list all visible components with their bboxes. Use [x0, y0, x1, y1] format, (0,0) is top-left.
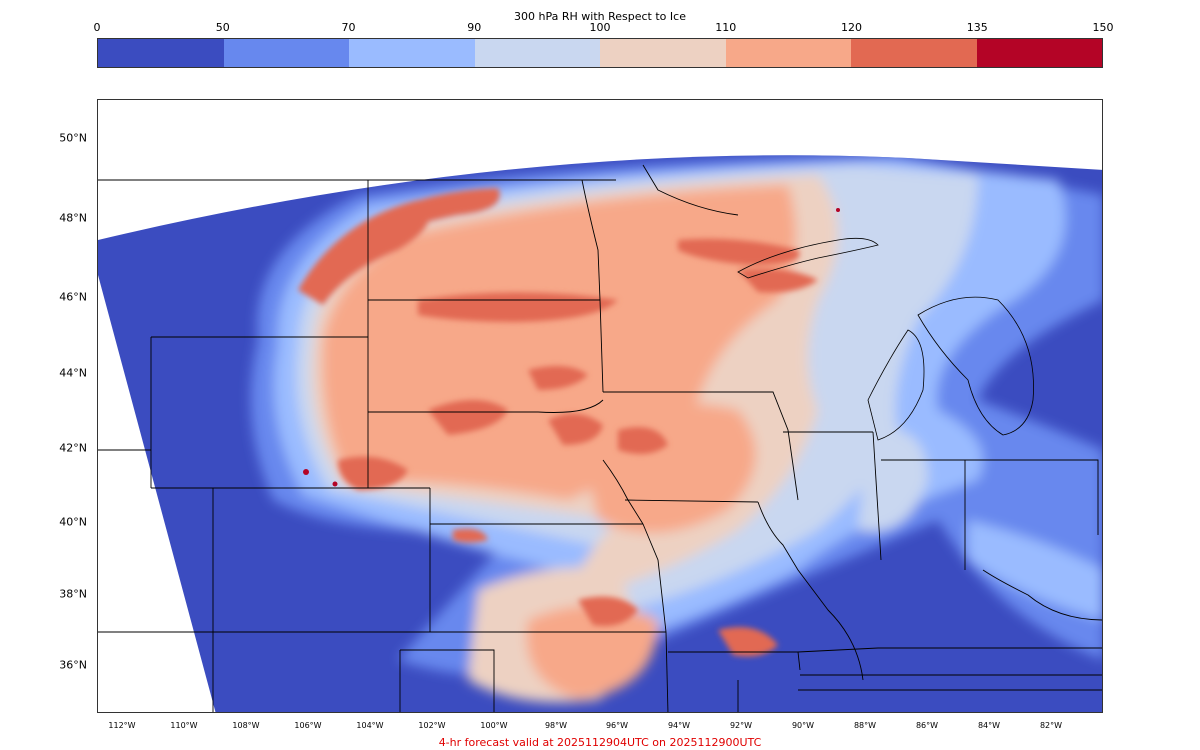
colorbar-tick-label: 135	[966, 21, 988, 34]
colorbar-segment-120-135	[851, 39, 977, 67]
lon-label: 96°W	[605, 721, 629, 730]
lon-label: 102°W	[418, 721, 446, 730]
lat-label: 36°N	[59, 658, 87, 672]
lon-label: 90°W	[791, 721, 815, 730]
colorbar-segment-0-50	[98, 39, 224, 67]
lon-label: 106°W	[294, 721, 322, 730]
rh-field-map	[98, 155, 1102, 712]
rh-contour-fill	[98, 155, 1102, 712]
lat-label: 46°N	[59, 290, 87, 304]
colorbar-tick-label: 110	[715, 21, 737, 34]
lat-label: 50°N	[59, 131, 87, 145]
colorbar-tick-label: 150	[1092, 21, 1114, 34]
state-borders	[98, 164, 1102, 712]
lon-label: 100°W	[480, 721, 508, 730]
lon-label: 98°W	[544, 721, 568, 730]
lon-label: 84°W	[977, 721, 1001, 730]
great-lakes	[737, 237, 1034, 441]
colorbar-tick-label: 50	[215, 21, 230, 34]
lon-label: 112°W	[108, 721, 136, 730]
colorbar-tick-label: 120	[841, 21, 862, 34]
lat-label: 44°N	[59, 366, 87, 380]
colorbar-tick-label: 100	[589, 21, 611, 34]
lon-label: 110°W	[170, 721, 198, 730]
rh-peak-spot	[332, 481, 338, 487]
lat-label: 40°N	[59, 515, 87, 529]
lon-label: 82°W	[1039, 721, 1063, 730]
colorbar	[97, 38, 1103, 68]
colorbar-tick-label: 70	[341, 21, 356, 34]
colorbar-segment-100-110	[600, 39, 726, 67]
lon-label: 88°W	[853, 721, 877, 730]
colorbar-segment-70-90	[349, 39, 475, 67]
colorbar-tick-label: 90	[467, 21, 482, 34]
lat-label: 42°N	[59, 441, 87, 455]
lon-label: 86°W	[915, 721, 939, 730]
colorbar-tick-label: 0	[93, 21, 101, 34]
lat-label: 48°N	[59, 211, 87, 225]
colorbar-title: 300 hPa RH with Respect to Ice	[514, 10, 686, 23]
rh-peak-spot	[836, 208, 840, 212]
rh-peak-spot	[303, 469, 309, 475]
map-panel	[97, 99, 1103, 713]
colorbar-segment-135-150	[976, 39, 1102, 67]
colorbar-segment-90-100	[474, 39, 600, 67]
lat-label: 38°N	[59, 587, 87, 601]
lon-label: 104°W	[356, 721, 384, 730]
lon-label: 92°W	[729, 721, 753, 730]
colorbar-segment-50-70	[223, 39, 349, 67]
lon-label: 108°W	[232, 721, 260, 730]
lon-label: 94°W	[667, 721, 691, 730]
colorbar-segment-110-120	[725, 39, 851, 67]
forecast-valid-caption: 4-hr forecast valid at 2025112904UTC on …	[438, 736, 762, 749]
